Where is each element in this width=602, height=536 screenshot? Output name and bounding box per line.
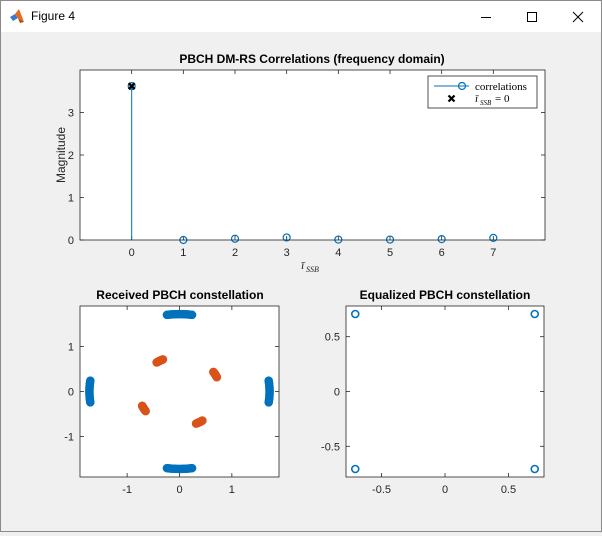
y-tick-label: 3: [68, 108, 74, 120]
x-tick-label: 5: [387, 247, 393, 259]
chart-title: PBCH DM-RS Correlations (frequency domai…: [179, 52, 444, 66]
stem-point: [489, 233, 498, 242]
stem-point: [282, 233, 291, 242]
axes-equalized-constellation[interactable]: -0.5 0 0.5 -0.5 0 0.5 Equalized PBCH constell…: [321, 288, 545, 496]
chart-title: Equalized PBCH constellation: [360, 288, 531, 302]
constellation-point: [162, 310, 172, 320]
legend-issb-value: = 0: [495, 93, 510, 105]
y-tick-label: 0: [68, 387, 74, 399]
x-tick-label: 2: [232, 247, 238, 259]
plot-frame: [79, 69, 546, 241]
x-axis-label: ī SSB: [301, 258, 319, 274]
x-tick-label: 0: [176, 484, 182, 496]
stem-point: [230, 234, 240, 243]
constellation-point: [530, 309, 540, 319]
x-tick-label: 3: [284, 247, 290, 259]
close-icon: [572, 11, 584, 22]
axes-received-constellation[interactable]: -1 0 1 -1 0 1 Received PBCH constellation: [64, 288, 280, 496]
constellation-point: [264, 376, 273, 386]
minimize-icon: [481, 16, 491, 18]
peak-x-marker: [127, 82, 136, 90]
constellation-point: [152, 358, 161, 367]
constellation-point: [187, 463, 197, 473]
legend-label-correlations: correlations: [475, 81, 527, 93]
title-bar[interactable]: Figure 4: [1, 1, 601, 32]
constellation-point: [350, 464, 360, 474]
x-tick-label: -0.5: [372, 484, 391, 496]
x-tick-label: 6: [439, 247, 445, 259]
y-tick-label: 1: [68, 342, 74, 354]
x-tick-label: 0: [442, 484, 448, 496]
plot-area: [346, 306, 544, 477]
chart-title: Received PBCH constellation: [96, 288, 263, 302]
figure-canvas: 0 1 2 3 4 5 6 7 0 1 2 3 PBCH DM-RS Correlations (fr…: [1, 32, 601, 531]
x-tick-label: 1: [229, 484, 235, 496]
constellation-point: [198, 416, 207, 425]
y-tick-label: 1: [68, 193, 74, 205]
y-tick-label: 0.5: [325, 332, 340, 344]
x-tick-label: 1: [180, 247, 186, 259]
x-tick-label: 0.5: [501, 484, 516, 496]
plot-frame: [345, 305, 545, 478]
figure-svg: 0 1 2 3 4 5 6 7 0 1 2 3 PBCH DM-RS Correlations (fr…: [54, 52, 546, 496]
stem-point: [437, 235, 446, 244]
matlab-logo-icon: [10, 9, 24, 23]
x-tick-label: 4: [335, 247, 341, 259]
window-title: Figure 4: [31, 9, 76, 23]
x-tick-label: -1: [122, 484, 132, 496]
plot-area: [80, 306, 279, 477]
y-tick-label: -1: [64, 432, 74, 444]
plot-frame: [79, 305, 280, 478]
stem-point: [334, 235, 343, 244]
maximize-icon: [527, 11, 537, 22]
y-axis-label: Magnitude: [54, 127, 68, 183]
constellation-point: [86, 397, 95, 407]
legend-issb-sub: SSB: [480, 99, 492, 107]
stem-point: [385, 235, 395, 244]
constellation-point: [530, 464, 540, 474]
y-tick-label: 0: [68, 235, 74, 247]
x-axis-label-main: ī: [301, 258, 306, 272]
x-tick-label: 7: [490, 247, 496, 259]
x-axis-label-sub: SSB: [306, 265, 319, 274]
constellation-point: [209, 367, 218, 377]
legend-circle-symbol: [457, 81, 467, 91]
legend-issb-main: ī: [475, 93, 479, 105]
constellation-point: [350, 309, 360, 319]
legend-label-issb: ī SSB = 0: [475, 93, 510, 107]
legend-x-symbol: [447, 94, 456, 103]
constellation-point: [141, 406, 150, 416]
y-tick-label: -0.5: [321, 441, 340, 453]
close-button[interactable]: [555, 1, 601, 32]
legend[interactable]: correlations ī SSB = 0: [427, 75, 538, 109]
legend-box: [427, 75, 538, 109]
stem-point: [127, 82, 136, 91]
x-tick-label: 0: [129, 247, 135, 259]
y-tick-label: 0: [334, 387, 340, 399]
y-tick-label: 2: [68, 150, 74, 162]
maximize-button[interactable]: [509, 1, 555, 32]
axes-correlations[interactable]: 0 1 2 3 4 5 6 7 0 1 2 3 PBCH DM-RS Correlations (fr…: [54, 52, 546, 274]
minimize-button[interactable]: [463, 1, 509, 32]
